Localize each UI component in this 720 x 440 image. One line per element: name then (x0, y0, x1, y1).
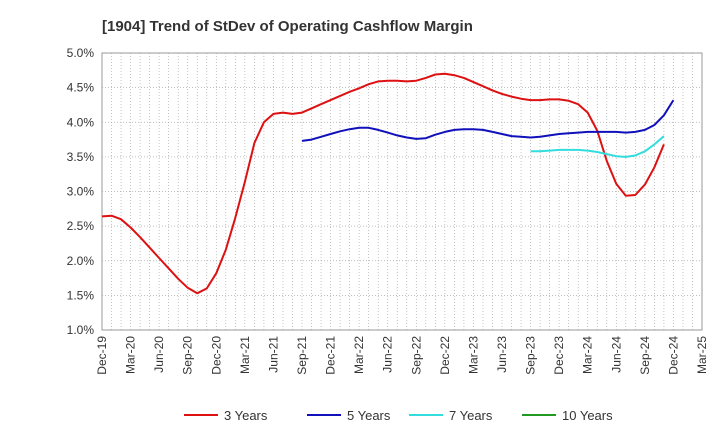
x-tick-label: Dec-19 (95, 336, 109, 375)
x-tick-label: Dec-20 (209, 336, 223, 375)
x-tick-label: Mar-20 (124, 336, 138, 374)
y-tick-label: 4.5% (67, 81, 95, 95)
legend-label: 7 Years (449, 408, 493, 423)
x-tick-label: Mar-21 (238, 336, 252, 374)
plot-frame (101, 52, 703, 331)
x-axis: Dec-19 Mar-20 Jun-20 Sep-20 Dec-20 Mar-21 Jun-… (95, 336, 709, 375)
x-tick-label: Mar-24 (581, 336, 595, 374)
legend-label: 10 Years (562, 408, 613, 423)
x-tick-label: Dec-24 (666, 336, 680, 375)
x-tick-label: Sep-20 (181, 336, 195, 375)
x-tick-label: Sep-23 (524, 336, 538, 375)
x-tick-label: Sep-24 (638, 336, 652, 375)
x-tick-label: Mar-22 (352, 336, 366, 374)
x-tick-label: Jun-20 (152, 336, 166, 373)
x-tick-label: Jun-24 (609, 336, 623, 373)
y-tick-label: 2.0% (67, 254, 95, 268)
x-tick-label: Dec-21 (324, 336, 338, 375)
series-line (101, 72, 665, 295)
x-tick-label: Jun-22 (381, 336, 395, 373)
x-tick-label: Sep-21 (295, 336, 309, 375)
y-axis: 1.0% 1.5% 2.0% 2.5% 3.0% 3.5% 4.0% 4.5% 5.0% (67, 46, 95, 337)
legend-label: 5 Years (347, 408, 391, 423)
x-tick-label: Jun-23 (495, 336, 509, 373)
x-tick-label: Jun-21 (266, 336, 280, 373)
x-tick-label: Dec-23 (552, 336, 566, 375)
x-tick-label: Dec-22 (438, 336, 452, 375)
x-tick-label: Mar-23 (466, 336, 480, 374)
y-tick-label: 2.5% (67, 219, 95, 233)
legend: 3 Years 5 Years 7 Years 10 Years (184, 408, 613, 423)
series-lines (101, 72, 675, 295)
y-tick-label: 5.0% (67, 46, 95, 60)
y-tick-label: 1.0% (67, 323, 95, 337)
series-line (301, 99, 675, 142)
legend-label: 3 Years (224, 408, 268, 423)
x-tick-label: Sep-22 (409, 336, 423, 375)
y-tick-label: 1.5% (67, 288, 95, 302)
grid (102, 53, 702, 330)
series-line (530, 135, 665, 158)
chart-title: [1904] Trend of StDev of Operating Cashf… (102, 18, 473, 35)
x-tick-label: Mar-25 (695, 336, 709, 374)
y-tick-label: 3.5% (67, 150, 95, 164)
y-tick-label: 4.0% (67, 115, 95, 129)
y-tick-label: 3.0% (67, 185, 95, 199)
